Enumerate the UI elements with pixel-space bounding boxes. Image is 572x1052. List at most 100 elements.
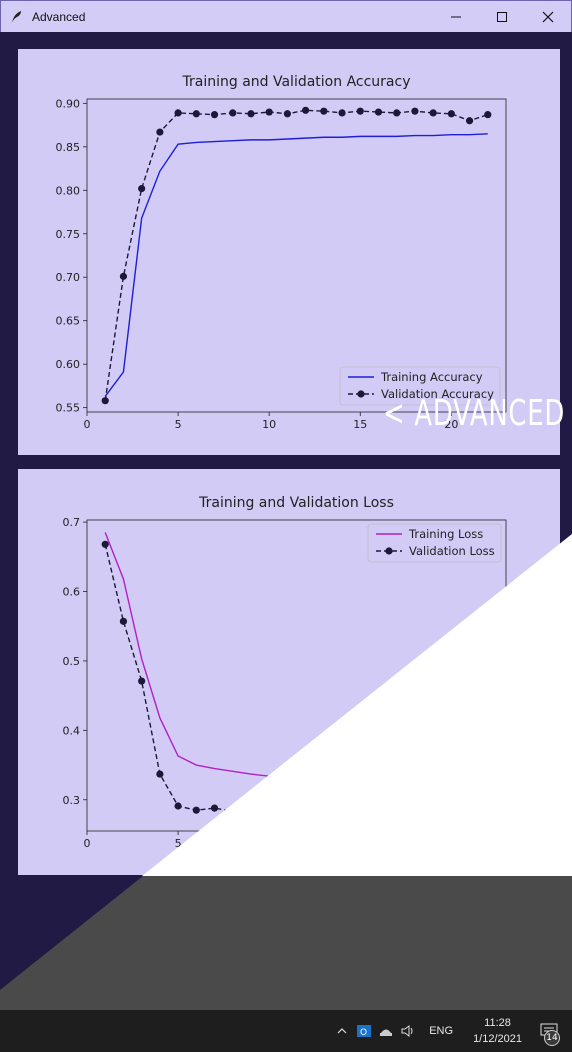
y-tick-label: 0.85 [56,141,81,154]
series-point [265,810,273,818]
svg-text:O: O [360,1028,367,1038]
feather-app-icon [12,10,21,23]
loss-chart: Training and Validation Loss 0 5 10 15 20 0.3 0… [63,495,507,850]
series-point [338,109,346,117]
series-point [229,109,237,117]
series-point [302,811,310,819]
series-point [192,110,200,118]
loss-figure: Training and Validation Loss 0 5 10 15 20 0.3 0… [18,469,560,875]
chevron-up-icon[interactable] [331,1010,353,1052]
volume-icon[interactable] [397,1010,419,1052]
minimize-button[interactable] [433,1,479,33]
series-point [411,107,419,115]
accuracy-figure: Training and Validation Accuracy 0 5 10 15 20… [18,49,560,455]
chart-title: Training and Validation Accuracy [182,74,411,90]
series-point [210,111,219,119]
minimize-icon [451,16,461,17]
series-point [174,802,182,810]
series-point [138,184,146,193]
series-point [429,109,437,117]
series-point [484,111,492,119]
y-tick-label: 0.6 [63,586,81,599]
series-point [374,108,383,116]
series-line-2 [104,544,489,820]
x-tick-label: 20 [444,418,458,431]
legend-label: Training Accuracy [380,370,483,384]
series-point [119,617,128,625]
x-tick-label: 5 [175,418,182,431]
clock[interactable]: 11:28 1/12/2021 [463,1015,532,1047]
clock-time: 11:28 [484,1017,511,1029]
series-point [447,812,455,820]
series-point [484,813,492,821]
network-icon[interactable] [375,1010,397,1052]
x-tick-label: 10 [262,418,276,431]
legend-label: Validation Loss [409,544,495,558]
x-tick-label: 0 [84,418,91,431]
legend-box [339,366,501,406]
y-tick-label: 0.65 [56,315,81,328]
series-point [210,804,219,812]
series-line-1 [104,133,488,397]
y-tick-label: 0.90 [56,97,81,110]
y-tick-label: 0.5 [63,655,81,668]
series-point [265,108,273,116]
series-point [447,110,455,118]
taskbar: O ENG 11:28 1/12/2021 14 [0,1010,572,1052]
y-tick-label: 0.7 [63,516,81,529]
clock-date: 1/12/2021 [473,1033,522,1045]
series-point [229,807,237,816]
series-point [393,109,401,117]
series-point [156,128,164,136]
x-tick-label: 10 [262,837,276,850]
plot-frame [86,519,507,832]
advanced-back-label[interactable]: < ADVANCED [383,393,566,434]
maximize-button[interactable] [479,1,525,33]
outlook-icon[interactable]: O [353,1010,375,1052]
legend-label: Validation Accuracy [381,387,494,401]
accuracy-chart: Training and Validation Accuracy 0 5 10 15 20… [56,74,507,431]
series-point [356,813,364,821]
x-tick-label: 20 [444,837,458,850]
y-tick-label: 0.55 [56,402,81,415]
y-tick-label: 0.60 [56,358,81,371]
series-point [247,110,255,118]
series-point [465,805,474,814]
language-indicator[interactable]: ENG [429,1025,454,1037]
chart-title: Training and Validation Loss [198,495,394,511]
legend-marker [385,547,393,555]
x-tick-label: 0 [84,837,91,850]
series-point [138,677,146,685]
series-point [393,814,401,823]
notification-count-badge: 14 [544,1030,560,1046]
series-point [411,812,419,820]
close-icon [542,11,554,22]
series-point [320,811,328,819]
series-point [192,806,200,814]
window-title: Advanced [32,9,86,24]
series-line-2 [104,109,489,401]
legend-marker [357,390,365,398]
series-point [320,107,328,115]
window-titlebar[interactable]: Advanced [0,0,572,32]
series-point [283,110,291,118]
series-point [338,810,346,818]
maximize-icon [497,11,507,22]
series-point [302,106,310,114]
y-tick-label: 0.4 [63,724,81,737]
series-point [374,810,383,818]
series-point [101,397,109,405]
x-tick-label: 15 [353,418,367,431]
notification-button[interactable]: 14 [532,1010,566,1052]
series-point [119,272,128,280]
series-point [283,811,291,819]
series-point [465,117,474,125]
series-point [101,540,109,548]
y-tick-label: 0.80 [56,184,81,197]
series-point [156,770,164,778]
series-point [429,812,437,820]
y-tick-label: 0.75 [56,228,81,241]
close-button[interactable] [525,1,571,33]
y-tick-label: 0.70 [56,271,81,284]
plot-frame [86,98,507,413]
